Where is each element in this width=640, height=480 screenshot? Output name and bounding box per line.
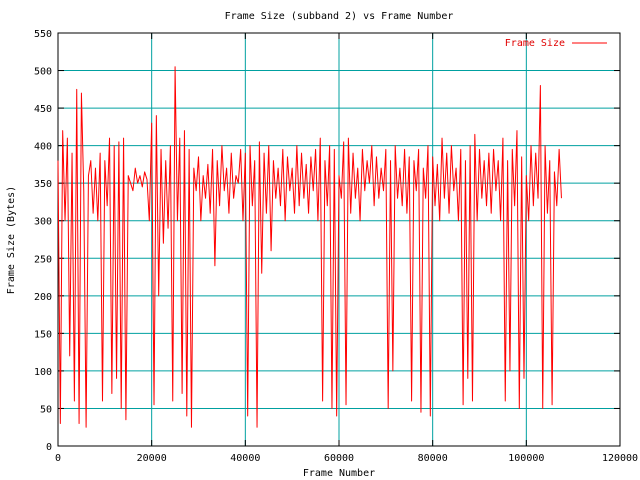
y-tick-label: 500 xyxy=(34,67,52,78)
x-tick-label: 100000 xyxy=(508,453,544,464)
y-tick-label: 400 xyxy=(34,142,52,153)
y-tick-label: 100 xyxy=(34,367,52,378)
y-tick-label: 200 xyxy=(34,292,52,303)
x-tick-label: 0 xyxy=(55,453,61,464)
y-tick-label: 550 xyxy=(34,29,52,40)
legend-label-frame-size: Frame Size xyxy=(505,38,565,49)
series-line-frame-size xyxy=(57,66,562,428)
series-layer xyxy=(57,66,562,428)
x-tick-label: 80000 xyxy=(418,453,448,464)
y-tick-label: 50 xyxy=(40,404,52,415)
x-tick-label: 40000 xyxy=(230,453,260,464)
y-axis-label: Frame Size (Bytes) xyxy=(6,186,17,294)
y-tick-label: 0 xyxy=(46,442,52,453)
y-tick-label: 350 xyxy=(34,179,52,190)
x-tick-label: 60000 xyxy=(324,453,354,464)
chart-title: Frame Size (subband 2) vs Frame Number xyxy=(225,11,454,22)
y-tick-label: 300 xyxy=(34,217,52,228)
legend: Frame Size xyxy=(505,38,607,49)
x-tick-label: 20000 xyxy=(137,453,167,464)
y-tick-label: 250 xyxy=(34,254,52,265)
y-tick-label: 450 xyxy=(34,104,52,115)
plot-area-frame xyxy=(57,32,621,447)
y-tick-label: 150 xyxy=(34,329,52,340)
axis-ticks: 0 20000 40000 60000 80000 100000 120000 0 50 100 1… xyxy=(34,29,638,464)
x-tick-label: 120000 xyxy=(602,453,638,464)
x-axis-label: Frame Number xyxy=(303,468,375,479)
